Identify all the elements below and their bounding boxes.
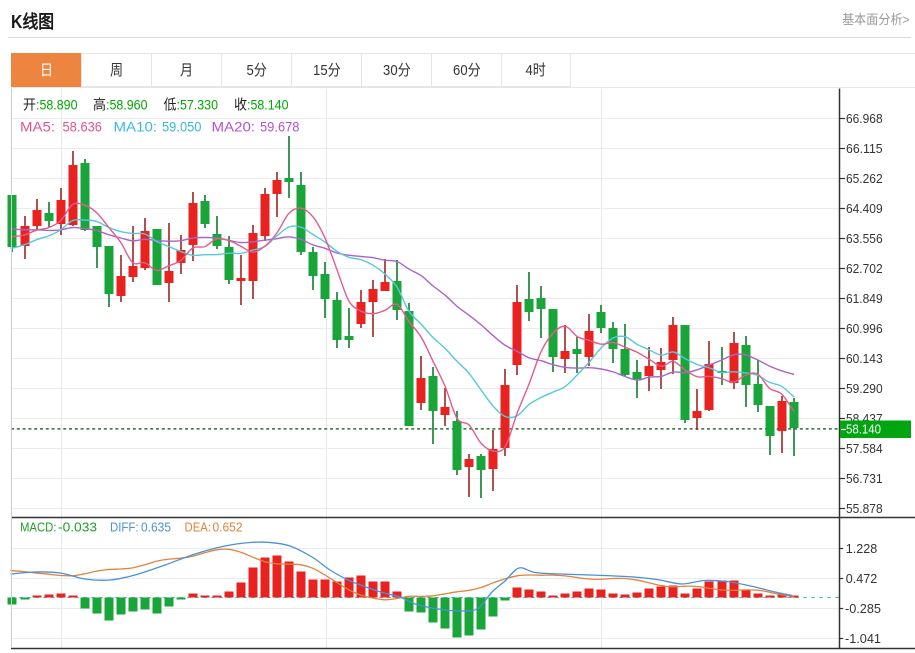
svg-text:66.115: 66.115 [846, 141, 883, 156]
svg-text:-0.285: -0.285 [845, 601, 881, 616]
svg-text:64.409: 64.409 [846, 201, 883, 216]
svg-text:收: 收 [234, 97, 247, 113]
svg-text:59.678: 59.678 [260, 119, 300, 135]
svg-text:56.731: 56.731 [846, 471, 883, 486]
svg-text:MA10:: MA10: [114, 119, 158, 135]
svg-text:57.584: 57.584 [846, 441, 883, 456]
svg-text:65.262: 65.262 [846, 171, 883, 186]
svg-text:58.140: 58.140 [846, 422, 881, 437]
svg-text:高: 高 [93, 97, 106, 113]
svg-text:0.652: 0.652 [213, 520, 243, 535]
svg-text:61.849: 61.849 [846, 291, 883, 306]
svg-text:1.228: 1.228 [846, 541, 878, 556]
svg-text:DEA:: DEA: [185, 520, 212, 535]
svg-text:-0.033: -0.033 [58, 520, 97, 535]
svg-text:0.635: 0.635 [141, 520, 171, 535]
svg-text::58.960: :58.960 [106, 97, 148, 113]
svg-text:60.996: 60.996 [846, 321, 883, 336]
svg-text::57.330: :57.330 [177, 97, 219, 113]
svg-text:0.472: 0.472 [846, 571, 878, 586]
svg-text:58.636: 58.636 [63, 119, 103, 135]
svg-text:66.968: 66.968 [846, 111, 883, 126]
svg-text:MA5:: MA5: [20, 119, 55, 135]
svg-text:62.702: 62.702 [846, 261, 883, 276]
svg-text:55.878: 55.878 [846, 501, 883, 516]
svg-text::58.140: :58.140 [247, 97, 289, 113]
svg-text:60.143: 60.143 [846, 351, 883, 366]
svg-text:开: 开 [23, 97, 36, 113]
svg-text:59.290: 59.290 [846, 381, 883, 396]
svg-text:DIFF:: DIFF: [110, 520, 139, 535]
svg-text:63.556: 63.556 [846, 231, 883, 246]
svg-text:MA20:: MA20: [212, 119, 256, 135]
svg-text::58.890: :58.890 [36, 97, 78, 113]
svg-text:59.050: 59.050 [162, 119, 202, 135]
svg-text:低: 低 [164, 97, 177, 113]
svg-text:-1.041: -1.041 [845, 631, 881, 646]
svg-text:MACD:: MACD: [20, 520, 57, 535]
